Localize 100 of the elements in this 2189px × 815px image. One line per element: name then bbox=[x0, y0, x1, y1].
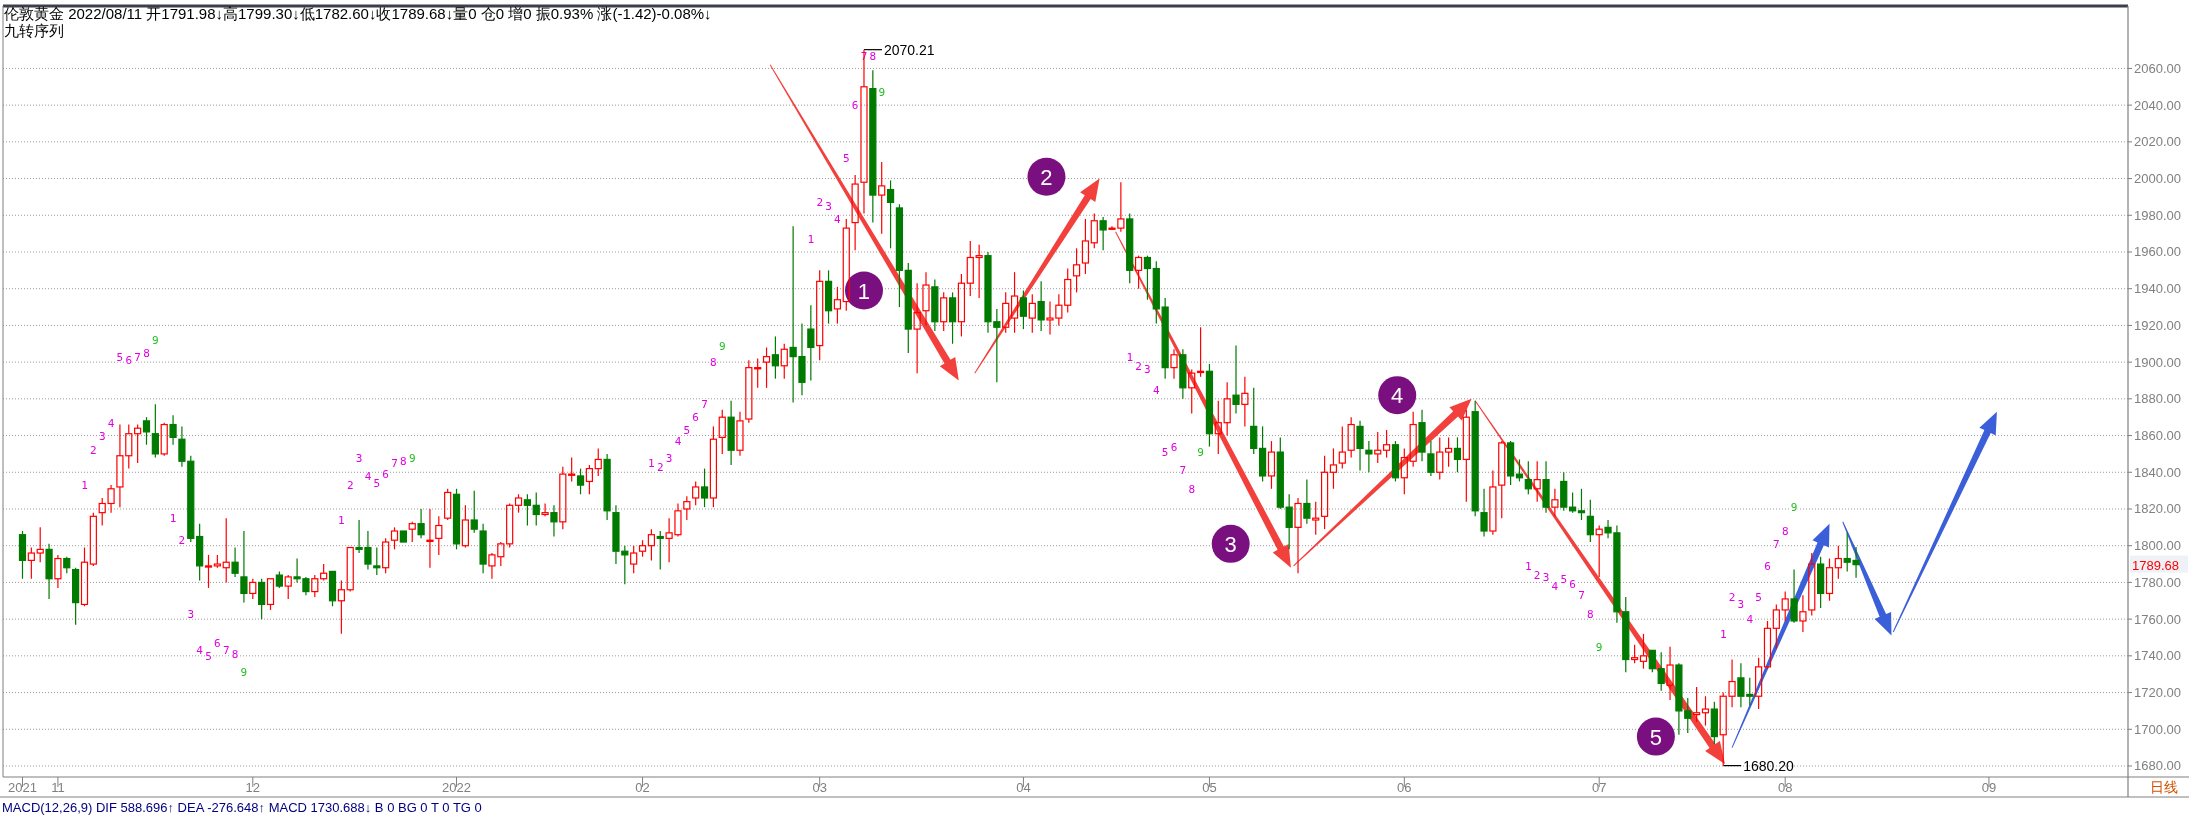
candlestick bbox=[736, 411, 744, 457]
y-tick-label: 1740.00 bbox=[2134, 648, 2181, 664]
y-tick-label: 1940.00 bbox=[2134, 281, 2181, 297]
y-tick-label: 1880.00 bbox=[2134, 391, 2181, 407]
y-tick-label: 2060.00 bbox=[2134, 60, 2181, 76]
candlestick bbox=[860, 49, 868, 215]
x-tick-label: 07 bbox=[1591, 780, 1607, 795]
y-tick-label: 1700.00 bbox=[2134, 721, 2181, 737]
candlestick bbox=[1099, 216, 1107, 251]
annotation: 4 bbox=[674, 435, 682, 449]
annotation: 1 bbox=[1719, 627, 1727, 641]
annotation: 3 bbox=[1737, 598, 1745, 612]
annotation: 2 bbox=[178, 534, 186, 548]
annotation: 1 bbox=[1525, 559, 1532, 573]
candlestick bbox=[895, 203, 904, 308]
text: MACD(12,26,9) DIF 588.696↑ DEA -276.648↑ MACD 1730.688↓ B 0 BG 0 T 0 TG 0 bbox=[2, 800, 482, 815]
annotation: 6 bbox=[382, 468, 389, 482]
candlestick bbox=[1037, 280, 1045, 332]
candlestick bbox=[417, 508, 425, 539]
annotation: 7 bbox=[222, 644, 230, 658]
annotation: 3 bbox=[825, 200, 832, 214]
annotation: 2 bbox=[816, 196, 824, 210]
annotation: 8 bbox=[231, 648, 239, 662]
annotation: 5 bbox=[1560, 572, 1568, 586]
annotation: 1 bbox=[1126, 350, 1134, 364]
annotation: 2 bbox=[1533, 569, 1541, 583]
y-tick-label: 1960.00 bbox=[2134, 244, 2181, 260]
annotation: 2070.21 bbox=[883, 41, 935, 58]
annotation: 8 bbox=[869, 49, 877, 63]
annotation: 3 bbox=[1144, 363, 1151, 377]
y-tick-label: 2020.00 bbox=[2134, 134, 2181, 150]
annotation: 5 bbox=[1161, 446, 1169, 460]
candlestick bbox=[1542, 460, 1550, 514]
annotation: 5 bbox=[1649, 724, 1662, 750]
x-tick-label: 12 bbox=[245, 780, 261, 795]
candlestick bbox=[45, 543, 53, 600]
annotation: 9 bbox=[878, 86, 886, 100]
annotation: 7 bbox=[701, 398, 708, 412]
candlestick bbox=[1232, 345, 1240, 415]
annotation: 4 bbox=[1551, 580, 1559, 594]
annotation: 9 bbox=[408, 451, 416, 465]
x-tick-label: 2021 bbox=[8, 780, 37, 795]
annotation: 8 bbox=[1188, 482, 1196, 496]
candlestick bbox=[869, 69, 877, 224]
candlestick bbox=[470, 490, 478, 534]
y-tick-label: 2000.00 bbox=[2134, 171, 2181, 187]
candlestick bbox=[479, 523, 487, 574]
annotation: 5 bbox=[205, 649, 212, 663]
annotation: 3 bbox=[355, 451, 363, 465]
annotation: 8 bbox=[1587, 607, 1594, 621]
candlestick bbox=[1294, 497, 1302, 574]
text: 1789.68 bbox=[2132, 557, 2179, 573]
candlestick bbox=[727, 400, 735, 466]
annotation: 4 bbox=[107, 416, 115, 430]
y-tick-label: 1680.00 bbox=[2134, 758, 2181, 774]
candlestick bbox=[1303, 479, 1311, 525]
x-tick-label: 04 bbox=[1016, 780, 1031, 795]
candlestick bbox=[151, 403, 159, 459]
x-tick-label: 02 bbox=[635, 780, 650, 795]
annotation: 5 bbox=[116, 350, 124, 364]
candlestick bbox=[18, 530, 27, 580]
annotation: 3 bbox=[1224, 531, 1237, 557]
annotation: 5 bbox=[683, 424, 691, 438]
annotation: 9 bbox=[1197, 446, 1204, 460]
candlestick bbox=[807, 304, 815, 382]
annotation: 4 bbox=[364, 469, 372, 483]
annotation: 1 bbox=[169, 512, 177, 526]
candlestick bbox=[1241, 376, 1249, 427]
annotation: 6 bbox=[214, 636, 221, 650]
annotation: 1 bbox=[648, 457, 655, 471]
candlestick bbox=[1170, 348, 1178, 380]
x-tick-label: 11 bbox=[51, 780, 65, 795]
annotation: 1680.20 bbox=[1743, 757, 1795, 774]
candlestick bbox=[1179, 348, 1187, 400]
annotation: 3 bbox=[187, 607, 195, 621]
candlestick bbox=[1498, 440, 1506, 519]
annotation: 4 bbox=[196, 644, 204, 658]
candlestick bbox=[240, 530, 248, 604]
x-tick-label: 09 bbox=[1981, 780, 1997, 795]
annotation: 1 bbox=[338, 514, 345, 527]
candlestick bbox=[1365, 440, 1373, 473]
annotation: 7 bbox=[1773, 537, 1780, 551]
candlestick bbox=[160, 422, 168, 457]
candlestick bbox=[1799, 594, 1807, 633]
candlestick bbox=[603, 453, 611, 521]
annotation: 9 bbox=[1790, 501, 1798, 515]
x-tick-label: 06 bbox=[1397, 780, 1412, 795]
annotation: 2 bbox=[1040, 164, 1053, 190]
x-tick-label: 05 bbox=[1202, 780, 1217, 795]
annotation: 5 bbox=[842, 152, 850, 166]
annotation: 1 bbox=[81, 479, 88, 493]
candlestick bbox=[506, 502, 514, 549]
annotation: 2 bbox=[1728, 591, 1736, 605]
x-tick-label: 08 bbox=[1777, 780, 1793, 795]
annotation: 4 bbox=[1391, 383, 1404, 409]
candlestick bbox=[1418, 409, 1426, 462]
y-tick-label: 1820.00 bbox=[2134, 501, 2181, 517]
candlestick bbox=[886, 179, 895, 249]
annotation: 9 bbox=[718, 339, 726, 353]
annotation: 6 bbox=[1170, 440, 1178, 454]
